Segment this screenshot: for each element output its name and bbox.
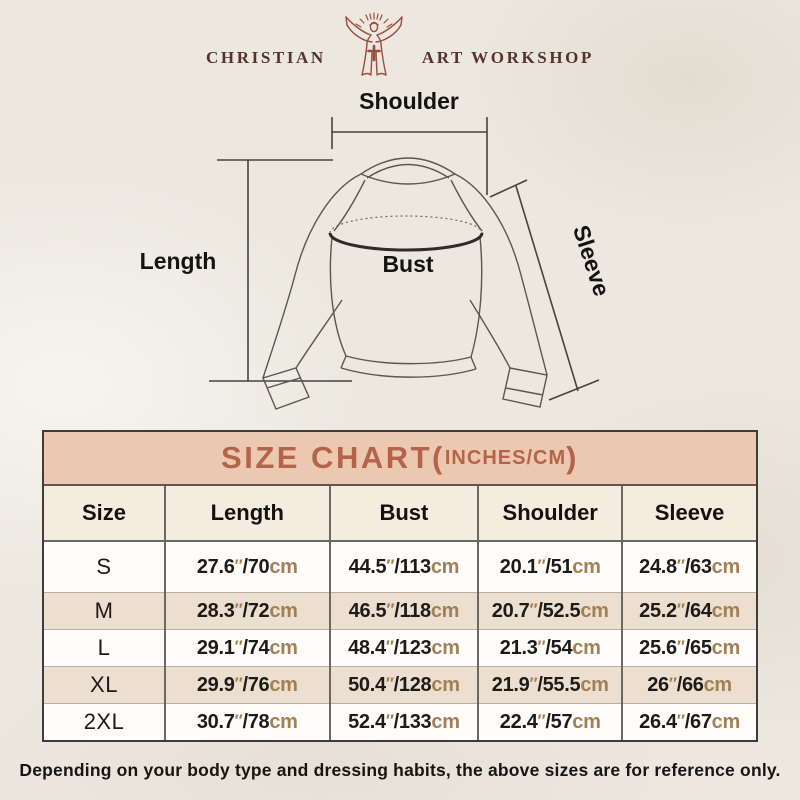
size-value: S (44, 541, 166, 593)
shoulder-measurement: 20.7″/52.5cm (477, 592, 623, 630)
shoulder-measurement: 22.4″/57cm (477, 703, 623, 740)
table-row-l: L 29.1″/74cm 48.4″/123cm 21.3″/54cm 25.6″/65… (44, 629, 756, 667)
table-row-xl: XL 29.9″/76cm 50.4″/128cm 21.9″/55.5cm 26″/6… (44, 666, 756, 704)
bust-measurement: 46.5″/118cm (328, 592, 479, 630)
size-value: M (44, 592, 166, 630)
brand-logo: CHRISTIAN (0, 12, 800, 78)
sweatshirt-diagram: Shoulder Length Bust Sleeve (140, 88, 615, 410)
brand-name-right: ART WORKSHOP (421, 48, 594, 67)
column-header-size: Size (44, 486, 166, 542)
size-chart: SIZE CHART(INCHES/CM) Size Length Bust Shou… (42, 430, 758, 742)
size-value: XL (44, 666, 166, 704)
sleeve-label: Sleeve (568, 222, 615, 299)
sleeve-measure-lines (489, 179, 600, 401)
column-header-bust: Bust (328, 486, 479, 542)
length-measurement: 30.7″/78cm (164, 703, 330, 740)
table-row-2xl: 2XL 30.7″/78cm 52.4″/133cm 22.4″/57cm 26.4″/… (44, 703, 756, 740)
bust-measurement: 44.5″/113cm (328, 541, 479, 593)
sleeve-measurement: 24.8″/63cm (621, 541, 756, 593)
size-value: L (44, 629, 166, 667)
length-measurement: 27.6″/70cm (164, 541, 330, 593)
column-header-shoulder: Shoulder (477, 486, 623, 542)
table-row-s: S 27.6″/70cm 44.5″/113cm 20.1″/51cm 24.8″/63… (44, 541, 756, 593)
bust-measurement: 52.4″/133cm (328, 703, 479, 740)
brand-name-left: CHRISTIAN (206, 48, 326, 67)
bust-measurement: 48.4″/123cm (328, 629, 479, 667)
bust-measurement: 50.4″/128cm (328, 666, 479, 704)
length-label: Length (140, 248, 217, 274)
bust-label: Bust (382, 251, 433, 277)
size-chart-header-row: Size Length Bust Shoulder Sleeve (44, 486, 756, 542)
sleeve-measurement: 26.4″/67cm (621, 703, 756, 740)
jesus-logo-icon (345, 12, 403, 76)
size-chart-title-main: SIZE CHART( (221, 440, 445, 475)
size-chart-table: Size Length Bust Shoulder Sleeve S 27.6″/70cm… (44, 486, 756, 740)
size-value: 2XL (44, 703, 166, 740)
size-chart-title-units: INCHES/CM (444, 446, 567, 469)
sleeve-measurement: 25.2″/64cm (621, 592, 756, 630)
length-measurement: 28.3″/72cm (164, 592, 330, 630)
shoulder-label: Shoulder (359, 88, 459, 114)
bust-measure-ellipse (328, 215, 484, 252)
disclaimer-text: Depending on your body type and dressing… (19, 760, 781, 780)
sweatshirt-outline (262, 157, 548, 410)
column-header-sleeve: Sleeve (621, 486, 756, 542)
length-measurement: 29.1″/74cm (164, 629, 330, 667)
sleeve-measurement: 25.6″/65cm (621, 629, 756, 667)
sleeve-measurement: 26″/66cm (621, 666, 756, 704)
shoulder-measurement: 20.1″/51cm (477, 541, 623, 593)
shoulder-measurement: 21.3″/54cm (477, 629, 623, 667)
shoulder-measurement: 21.9″/55.5cm (477, 666, 623, 704)
size-chart-title: SIZE CHART(INCHES/CM) (44, 432, 756, 486)
shoulder-measure-lines (331, 117, 488, 195)
length-measure-lines (209, 159, 352, 382)
column-header-length: Length (164, 486, 330, 542)
size-chart-title-close: ) (566, 440, 579, 475)
length-measurement: 29.9″/76cm (164, 666, 330, 704)
table-row-m: M 28.3″/72cm 46.5″/118cm 20.7″/52.5cm 25.2″/… (44, 592, 756, 630)
